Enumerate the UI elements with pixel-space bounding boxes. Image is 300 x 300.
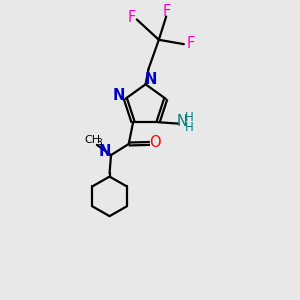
Text: N: N [113, 88, 125, 104]
Text: F: F [186, 36, 194, 51]
Text: N: N [99, 144, 111, 159]
Text: N: N [145, 72, 157, 87]
Text: 3: 3 [97, 138, 102, 147]
Text: H: H [184, 121, 193, 134]
Text: N: N [177, 114, 188, 129]
Text: CH: CH [84, 135, 101, 145]
Text: H: H [184, 111, 193, 124]
Text: O: O [149, 135, 161, 150]
Text: F: F [163, 4, 171, 19]
Text: F: F [127, 11, 136, 26]
